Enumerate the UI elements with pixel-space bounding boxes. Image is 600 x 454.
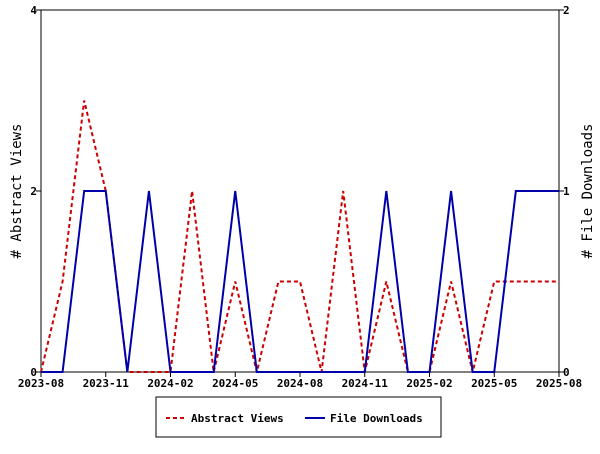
x-tick-label: 2023-08 — [18, 377, 64, 390]
x-tick-label: 2025-05 — [471, 377, 517, 390]
y-left-tick-label: 0 — [30, 366, 37, 379]
x-tick-label: 2024-02 — [147, 377, 193, 390]
y-axis-title-right: # File Downloads — [580, 124, 596, 259]
legend-box — [155, 396, 442, 438]
series-line-abstract-views — [40, 100, 559, 373]
x-tick-label: 2025-08 — [536, 377, 582, 390]
series-line-file-downloads — [41, 190, 559, 373]
x-tick-label: 2025-02 — [406, 377, 452, 390]
x-tick-label: 2024-05 — [212, 377, 258, 390]
legend-label-file-downloads: File Downloads — [330, 412, 423, 425]
x-tick-label: 2024-11 — [342, 377, 389, 390]
y-right-tick-label: 1 — [563, 185, 570, 198]
x-tick-label: 2023-11 — [83, 377, 130, 390]
ticks-layer: 2023-08 2023-11 2024-02 2024-05 2024-08 2024-… — [18, 4, 582, 390]
y-left-tick-label: 2 — [30, 185, 37, 198]
legend: Abstract Views File Downloads — [155, 396, 442, 438]
y-right-tick-label: 0 — [563, 366, 570, 379]
y-axis-title-left: # Abstract Views — [9, 124, 25, 259]
series-layer — [40, 100, 559, 373]
y-left-tick-label: 4 — [30, 4, 37, 17]
y-right-tick-label: 2 — [563, 4, 570, 17]
x-tick-label: 2024-08 — [277, 377, 323, 390]
plot-area — [40, 9, 560, 373]
legend-label-abstract-views: Abstract Views — [191, 412, 284, 425]
